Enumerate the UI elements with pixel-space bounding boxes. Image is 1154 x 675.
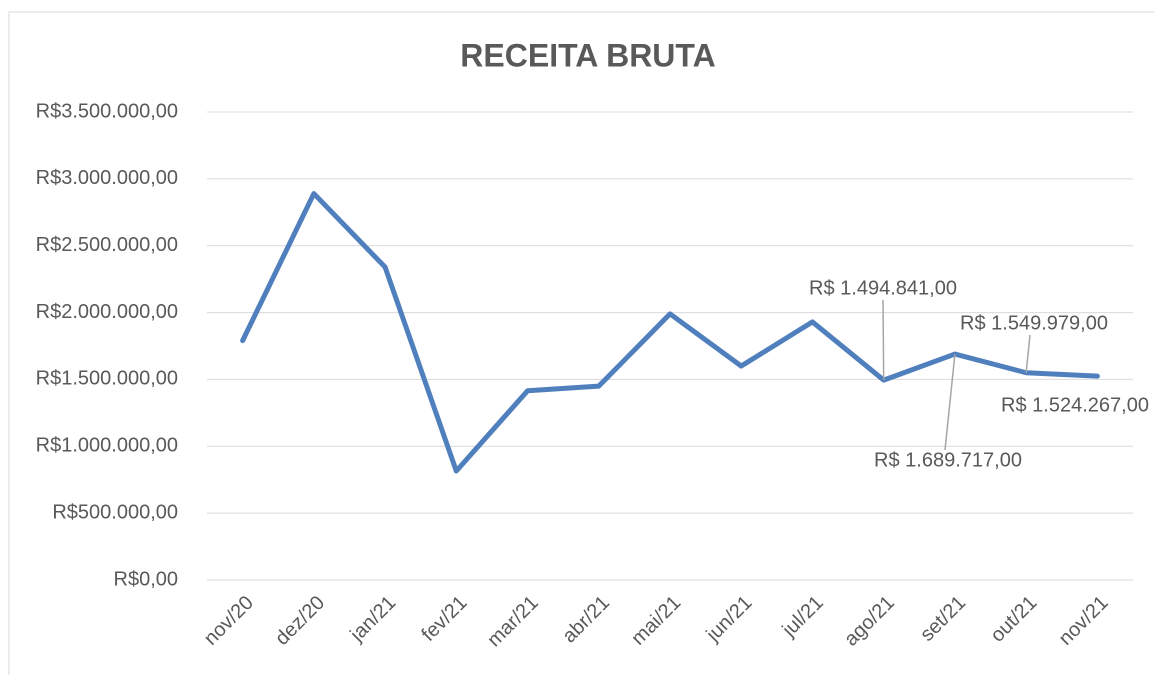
y-tick-label: R$1.000.000,00 (36, 435, 178, 457)
y-tick-label: R$2.000.000,00 (36, 301, 178, 323)
y-tick-label: R$3.500.000,00 (36, 100, 178, 122)
leader-line (1025, 334, 1031, 373)
leader-line (944, 353, 956, 451)
data-label: R$ 1.689.717,00 (874, 449, 1022, 471)
y-tick-label: R$0,00 (114, 568, 179, 590)
data-label: R$ 1.494.841,00 (809, 277, 957, 299)
leader-line (882, 299, 885, 381)
chart-title: RECEITA BRUTA (460, 37, 715, 73)
y-tick-label: R$1.500.000,00 (36, 368, 178, 390)
y-tick-label: R$2.500.000,00 (36, 234, 178, 256)
chart-border (8, 11, 1154, 675)
y-tick-label: R$500.000,00 (52, 501, 178, 523)
data-label: R$ 1.524.267,00 (1001, 394, 1149, 416)
y-tick-label: R$3.000.000,00 (36, 167, 178, 189)
data-label: R$ 1.549.979,00 (960, 312, 1108, 334)
